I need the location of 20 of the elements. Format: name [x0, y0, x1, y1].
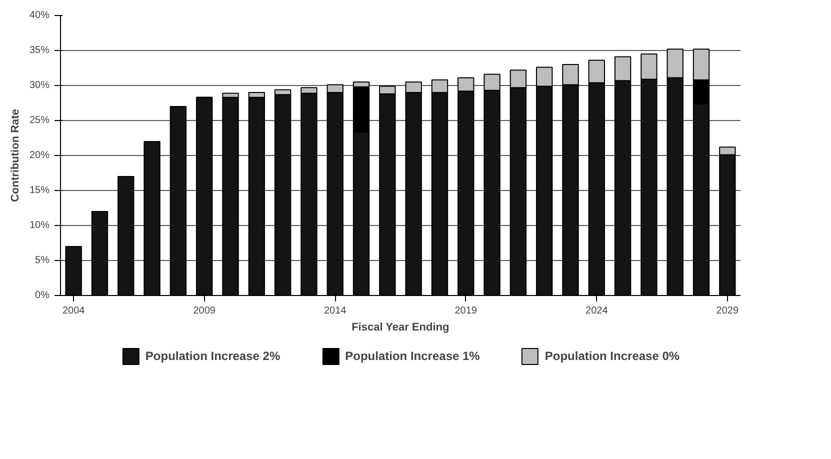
y-tick-label: 30%	[29, 80, 50, 91]
y-tick-label: 25%	[29, 115, 50, 126]
legend-label: Population Increase 0%	[544, 349, 680, 363]
y-tick-label: 35%	[29, 45, 50, 56]
y-tick-label: 15%	[29, 185, 50, 196]
x-tick-label: 2009	[193, 306, 216, 316]
y-tick-label: 5%	[35, 255, 50, 266]
legend-label: Population Increase 1%	[345, 349, 480, 363]
y-tick-label: 20%	[29, 150, 50, 161]
x-tick-label: 2024	[586, 306, 608, 316]
x-tick-label: 2014	[324, 306, 347, 316]
x-tick-label: 2004	[62, 306, 86, 316]
x-axis-title: Fiscal Year Ending	[352, 322, 450, 334]
y-tick-label: 0%	[35, 290, 50, 301]
y-axis-title: Contribution Rate	[9, 109, 22, 202]
x-tick-label: 2019	[454, 306, 478, 316]
legend-label: Population Increase 2%	[145, 349, 280, 363]
x-tick-label: 2029	[716, 306, 739, 316]
y-tick-label: 10%	[29, 220, 50, 231]
y-tick-label: 40%	[29, 10, 50, 21]
